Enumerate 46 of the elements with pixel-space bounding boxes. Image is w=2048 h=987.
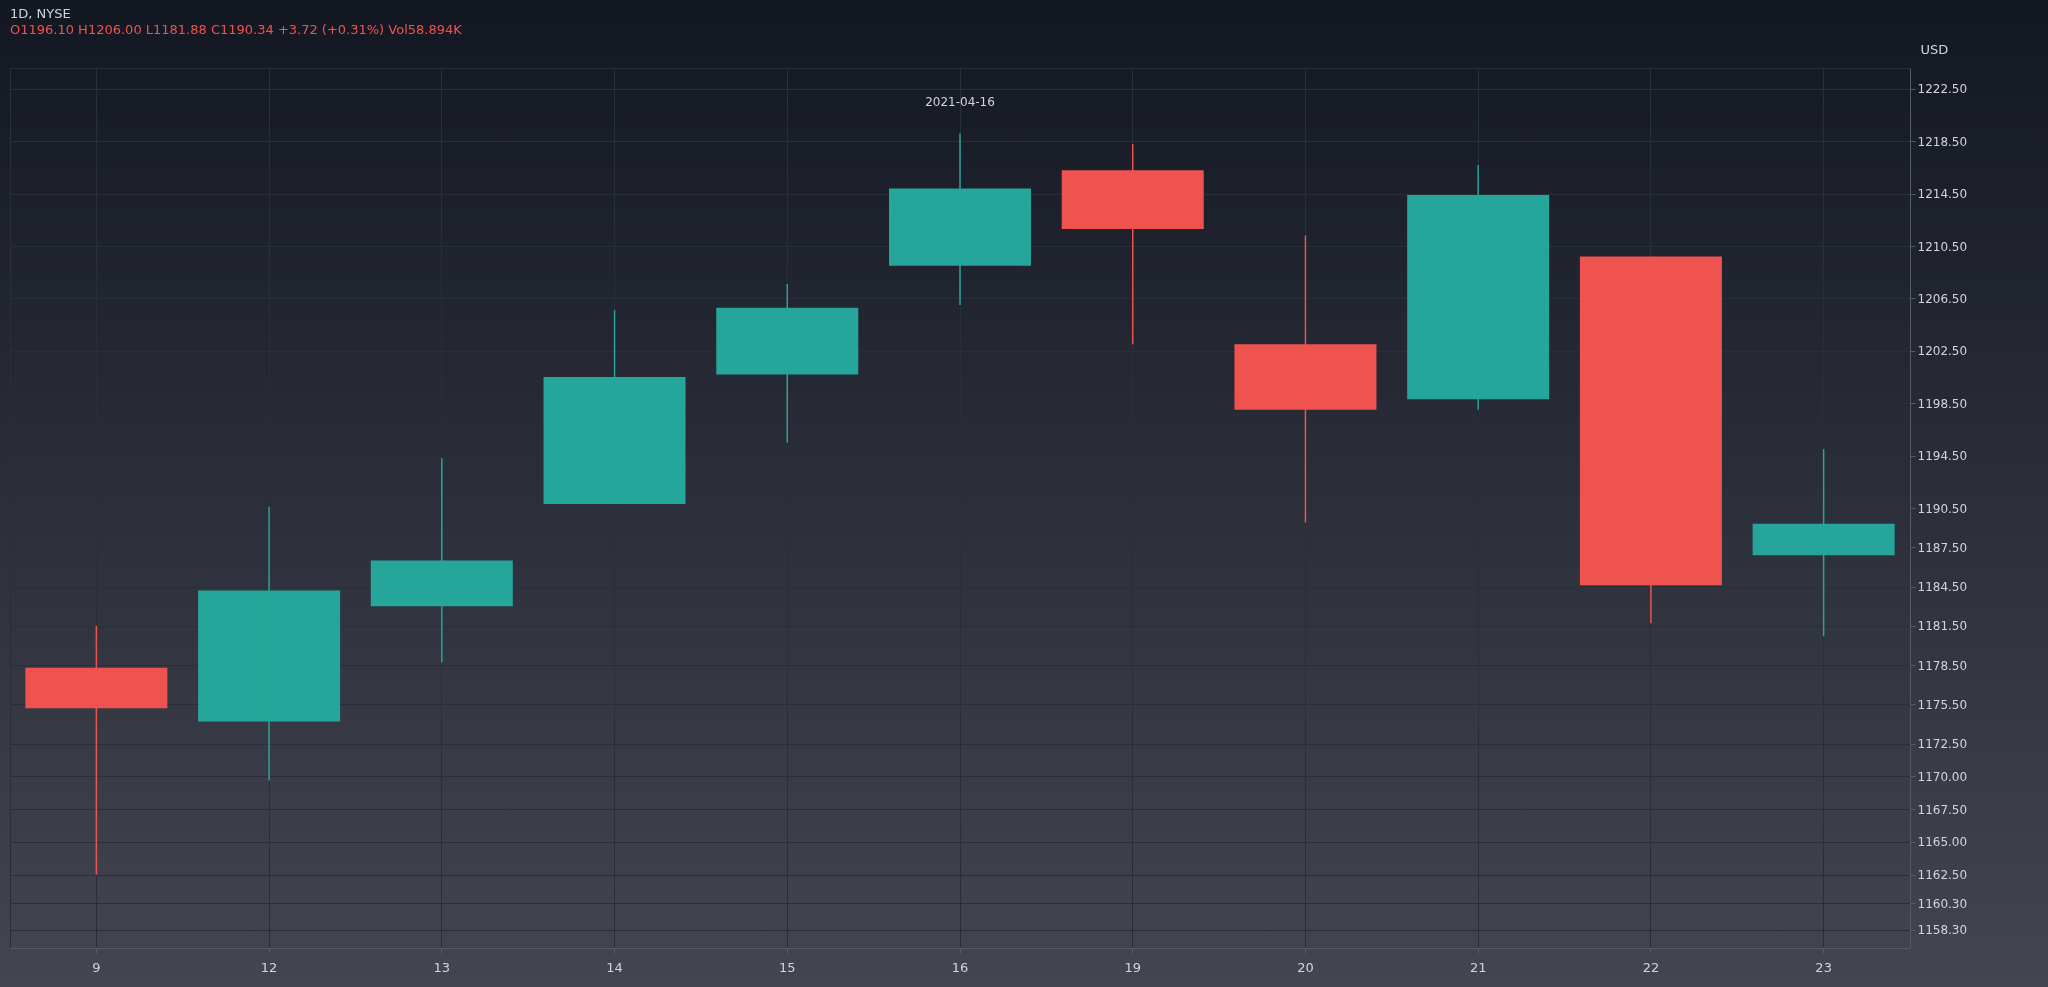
- x-tick-label: 14: [606, 959, 623, 975]
- x-tick-label: 21: [1469, 959, 1487, 975]
- y-tick-label: 1210.50: [1917, 239, 1968, 254]
- y-tick-label: 1184.50: [1917, 580, 1968, 595]
- y-tick-label: 1218.50: [1917, 134, 1968, 149]
- candlestick: [1234, 234, 1377, 524]
- candlestick: [1407, 164, 1550, 411]
- text: O1196.10 H1206.00 L1181.88 C1190.34 +3.72 (+0.31%) Vol58.894K: [10, 22, 463, 37]
- x-tick-label: 20: [1297, 959, 1314, 975]
- y-tick-label: 1198.50: [1917, 396, 1968, 411]
- candlestick: [198, 505, 341, 782]
- y-tick-label: 1172.50: [1917, 737, 1968, 752]
- y-tick-label: 1158.30: [1917, 923, 1968, 938]
- y-tick-label: 1202.50: [1917, 344, 1968, 359]
- y-tick-label: 1190.50: [1917, 501, 1968, 516]
- chart-title: 1D, NYSE: [10, 6, 71, 21]
- candlestick: [716, 283, 859, 444]
- candlestick: [1061, 143, 1204, 346]
- y-tick-label: 1175.50: [1917, 697, 1968, 712]
- x-tick-label: 12: [260, 959, 278, 975]
- y-tick-label: 1194.50: [1917, 449, 1968, 464]
- y-tick-label: 1160.30: [1917, 896, 1968, 911]
- y-tick-label: 1170.00: [1917, 769, 1968, 784]
- y-tick-label: 1222.50: [1917, 82, 1968, 97]
- x-tick-label: 15: [779, 959, 796, 975]
- y-tick-label: 1214.50: [1917, 187, 1968, 202]
- y-tick-label: 1187.50: [1917, 540, 1968, 555]
- candlestick: [889, 132, 1031, 306]
- x-tick-label: 19: [1124, 959, 1141, 975]
- candlestick: [543, 309, 686, 505]
- y-axis-title: USD: [1920, 41, 1949, 57]
- candlestick: [370, 457, 513, 664]
- y-tick-label: 1165.00: [1917, 835, 1968, 850]
- x-tick-label: 23: [1815, 959, 1832, 975]
- x-tick-label: 9: [92, 959, 101, 975]
- x-tick-label: 13: [433, 959, 451, 975]
- y-tick-label: 1206.50: [1917, 291, 1968, 306]
- y-tick-label: 1181.50: [1917, 619, 1968, 634]
- y-tick-label: 1178.50: [1917, 658, 1968, 673]
- y-tick-label: 1167.50: [1917, 802, 1968, 817]
- x-tick-label: 16: [951, 959, 969, 975]
- annotation: 2021-04-16: [925, 95, 995, 110]
- candlestick: [1752, 448, 1895, 638]
- y-tick-label: 1162.50: [1917, 868, 1968, 883]
- candlestick: [25, 625, 168, 876]
- x-tick-label: 22: [1642, 959, 1660, 975]
